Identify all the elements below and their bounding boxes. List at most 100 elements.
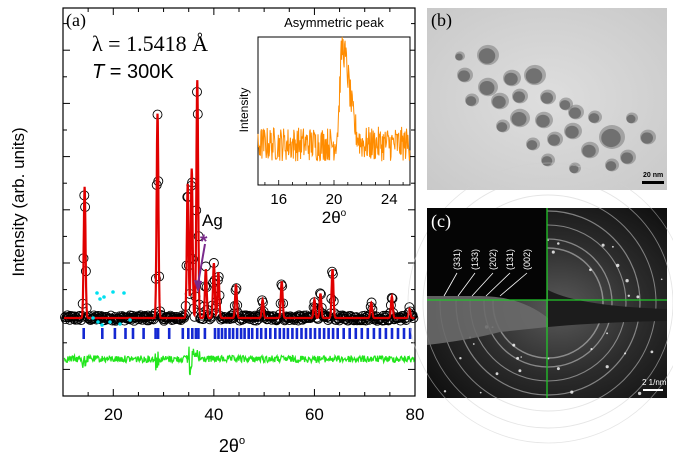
nanoparticle-core — [569, 164, 579, 174]
panel-a-label: (a) — [66, 10, 86, 31]
inset-frame — [257, 36, 411, 186]
inset-x-tick-label: 24 — [381, 191, 398, 208]
diffraction-spot — [479, 391, 482, 394]
bragg-tick — [235, 328, 239, 339]
bragg-tick — [220, 328, 224, 339]
bragg-tick — [309, 328, 312, 339]
inset-tick-labels: 16 20 24 — [270, 191, 397, 208]
bragg-tick — [101, 328, 104, 339]
diffraction-spot — [556, 367, 560, 371]
nanoparticle-core — [559, 100, 571, 110]
bragg-tick — [327, 328, 330, 339]
bragg-tick — [274, 328, 277, 339]
bragg-tick — [354, 328, 358, 339]
bragg-tick — [213, 328, 217, 339]
beam-stop-arm — [548, 290, 667, 327]
bragg-tick — [408, 328, 412, 339]
bragg-tick — [131, 328, 135, 339]
nanoparticle-core — [601, 128, 621, 148]
nanoparticle-core — [526, 140, 538, 150]
bragg-tick — [187, 328, 190, 339]
diffraction-spot — [472, 343, 475, 345]
bragg-tick — [336, 328, 339, 339]
panel-c-label: (c) — [431, 211, 451, 232]
saed-scale-bar — [643, 389, 663, 391]
x-tick-label: 60 — [305, 405, 324, 424]
bragg-tick — [247, 328, 250, 339]
diffraction-spot — [570, 390, 574, 394]
bragg-tick — [318, 328, 321, 339]
temperature-label: T = 300K — [92, 61, 174, 83]
observed-point — [69, 311, 80, 322]
nanoparticle-core — [565, 125, 579, 139]
nanoparticle-core — [492, 95, 506, 109]
ring-leader — [499, 272, 528, 297]
bragg-tick — [167, 328, 171, 339]
bragg-tick — [313, 328, 317, 339]
nanoparticle-core — [641, 132, 653, 144]
bragg-tick — [191, 328, 194, 339]
bragg-tick — [255, 328, 259, 339]
nanoparticle-core — [541, 156, 553, 166]
bragg-tick — [360, 328, 364, 339]
bragg-tick — [239, 328, 243, 339]
nanoparticle-core — [569, 107, 581, 119]
nanoparticle-core — [513, 91, 525, 103]
calculated-profile — [64, 80, 415, 320]
bragg-tick — [291, 328, 294, 339]
bragg-tick — [348, 328, 351, 339]
impurity-dot — [95, 291, 99, 295]
nanoparticle-core — [536, 114, 550, 128]
diffraction-spot — [660, 278, 663, 281]
difference-line — [63, 346, 415, 376]
y-axis-label: Intensity (arb. units) — [9, 127, 28, 276]
bragg-tick — [194, 328, 198, 339]
ring-leader — [471, 272, 494, 297]
bragg-tick — [396, 328, 400, 339]
inset-ticks — [264, 180, 404, 185]
ring-leader — [485, 272, 511, 297]
diffraction-ring — [422, 177, 673, 429]
bragg-positions — [82, 328, 412, 339]
diffraction-spot — [601, 243, 605, 247]
observed-point — [226, 310, 237, 321]
ag-arrowhead — [194, 280, 202, 293]
bragg-tick — [82, 328, 85, 339]
ring-label: (133) — [470, 249, 480, 270]
bragg-tick — [154, 328, 157, 339]
nanoparticle-core — [626, 114, 636, 124]
ag-label: Ag — [202, 211, 223, 230]
diffraction-spot — [590, 348, 593, 351]
bragg-tick — [264, 328, 268, 339]
diffraction-spot — [637, 391, 642, 396]
impurity-dot — [96, 320, 100, 324]
nanoparticle-core — [588, 113, 600, 123]
bragg-tick — [304, 328, 308, 339]
bragg-tick — [402, 328, 406, 339]
diffraction-spot — [547, 357, 550, 360]
diffraction-spot — [512, 343, 516, 347]
nanoparticle-core — [455, 53, 463, 61]
ring-label: (202) — [488, 249, 498, 270]
ring-label: (131) — [505, 249, 515, 270]
impurity-dot — [122, 291, 126, 295]
nanoparticle-core — [465, 96, 477, 106]
saed-dark-quadrant — [427, 208, 547, 300]
saed-scale-label: 2 1/nm — [642, 378, 667, 387]
x-tick-label: 80 — [406, 405, 425, 424]
bragg-tick — [282, 328, 286, 339]
bragg-tick — [217, 328, 220, 339]
diffraction-spot — [589, 268, 592, 272]
nanoparticle-core — [504, 72, 518, 86]
nanoparticle-core — [582, 144, 596, 158]
diffraction-spot — [636, 295, 640, 299]
ag-asterisk: * — [200, 232, 208, 253]
panel-b-label: (b) — [431, 10, 452, 31]
ring-labels: (331) (133) (202) (131) (002) — [443, 249, 532, 297]
bragg-tick — [269, 328, 272, 339]
inset-curve — [257, 36, 411, 162]
diffraction-spot — [616, 263, 620, 268]
observed-point — [148, 314, 159, 325]
nanoparticle-core — [525, 68, 543, 84]
